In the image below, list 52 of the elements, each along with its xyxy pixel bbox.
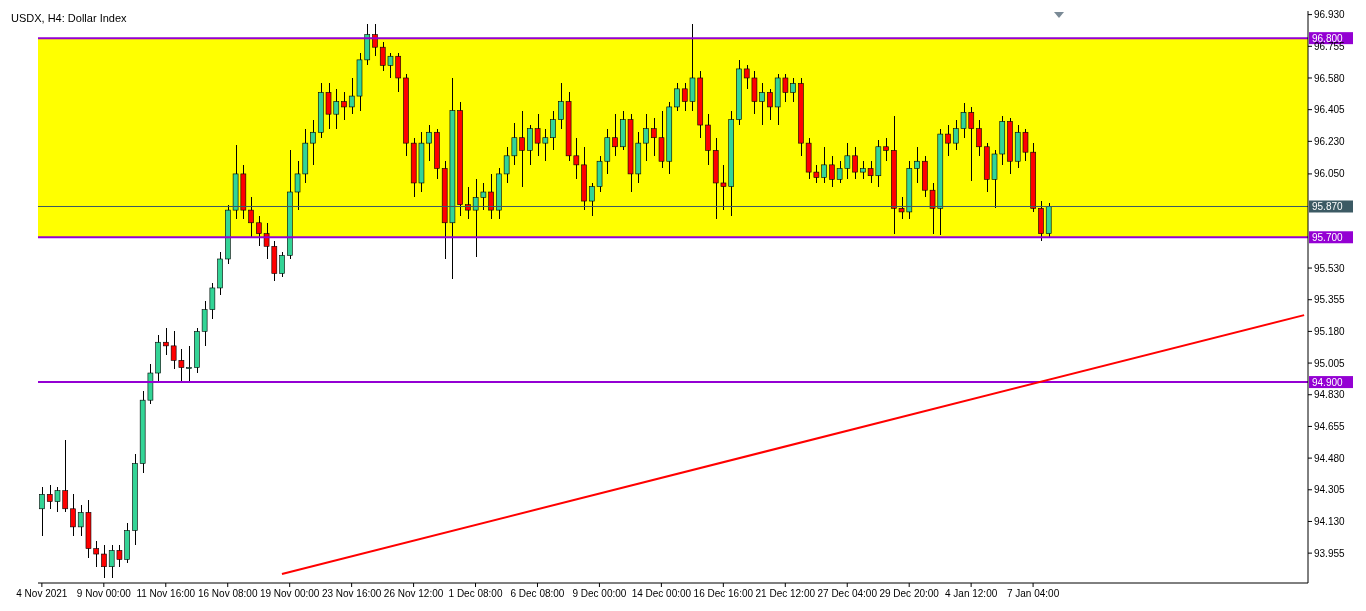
x-tick-label: 6 Dec 08:00	[510, 588, 565, 599]
y-tick-label: 95.530	[1314, 262, 1346, 274]
y-tick-label: 96.230	[1314, 135, 1346, 147]
candlestick	[674, 82, 680, 112]
candlestick	[341, 91, 347, 121]
x-tick-label: 4 Jan 12:00	[945, 588, 998, 599]
candlestick	[372, 23, 378, 57]
x-tick-label: 19 Nov 00:00	[259, 588, 320, 599]
x-tick-label: 4 Nov 2021	[16, 588, 68, 599]
candlestick	[914, 146, 920, 184]
candlestick	[883, 137, 889, 162]
y-tick-label: 95.005	[1314, 357, 1346, 369]
x-tick-label: 26 Nov 12:00	[383, 588, 444, 599]
y-tick-label: 95.355	[1314, 294, 1346, 306]
y-tick-label: 94.655	[1314, 420, 1346, 432]
x-tick-label: 21 Dec 12:00	[755, 588, 816, 599]
y-tick-label: 94.830	[1314, 389, 1346, 401]
x-tick-label: 16 Dec 16:00	[693, 588, 754, 599]
y-tick-label: 93.955	[1314, 547, 1346, 559]
y-tick-label: 96.050	[1314, 168, 1346, 180]
x-tick-label: 1 Dec 08:00	[448, 588, 503, 599]
x-tick-label: 11 Nov 16:00	[136, 588, 196, 599]
x-tick-label: 7 Jan 04:00	[1006, 588, 1060, 599]
x-tick-label: 27 Dec 04:00	[817, 588, 878, 599]
candlestick	[39, 486, 45, 537]
candlestick	[279, 251, 285, 278]
x-tick-label: 9 Dec 00:00	[572, 588, 627, 599]
candlestick	[248, 196, 254, 238]
ref-line-label: 94.900	[1312, 377, 1344, 389]
candlestick	[612, 113, 618, 157]
ref-line-label: 95.870	[1312, 201, 1344, 213]
ref-line-label: 95.700	[1312, 232, 1344, 244]
x-tick-label: 9 Nov 00:00	[76, 588, 132, 599]
candlestick	[643, 113, 649, 162]
x-tick-label: 29 Dec 20:00	[879, 588, 940, 599]
candlestick	[70, 493, 76, 537]
y-tick-label: 96.930	[1314, 9, 1346, 21]
candlestick	[945, 124, 951, 157]
y-tick-label: 94.480	[1314, 452, 1346, 464]
candlestick	[767, 88, 773, 121]
x-tick-label: 16 Nov 08:00	[197, 588, 258, 599]
x-tick-label: 14 Dec 00:00	[631, 588, 692, 599]
y-tick-label: 94.305	[1314, 484, 1346, 496]
candlestick	[101, 544, 107, 579]
y-tick-label: 96.580	[1314, 72, 1346, 84]
chart-title: USDX, H4: Dollar Index	[11, 12, 127, 24]
y-tick-label: 95.180	[1314, 325, 1346, 337]
candlestick	[976, 119, 982, 157]
x-tick-label: 23 Nov 16:00	[321, 588, 382, 599]
y-tick-label: 94.130	[1314, 516, 1346, 528]
y-tick-label: 96.405	[1314, 104, 1346, 116]
candlestick	[310, 119, 316, 166]
